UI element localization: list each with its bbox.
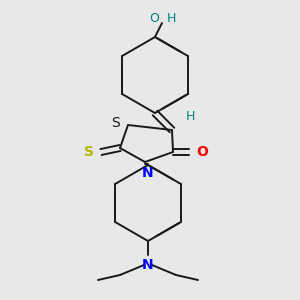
Text: N: N (142, 258, 154, 272)
Text: O: O (196, 145, 208, 159)
Text: H: H (167, 11, 176, 25)
Text: S: S (84, 145, 94, 159)
Text: O: O (149, 11, 159, 25)
Text: H: H (185, 110, 195, 123)
Text: S: S (112, 116, 120, 130)
Text: N: N (142, 166, 154, 180)
